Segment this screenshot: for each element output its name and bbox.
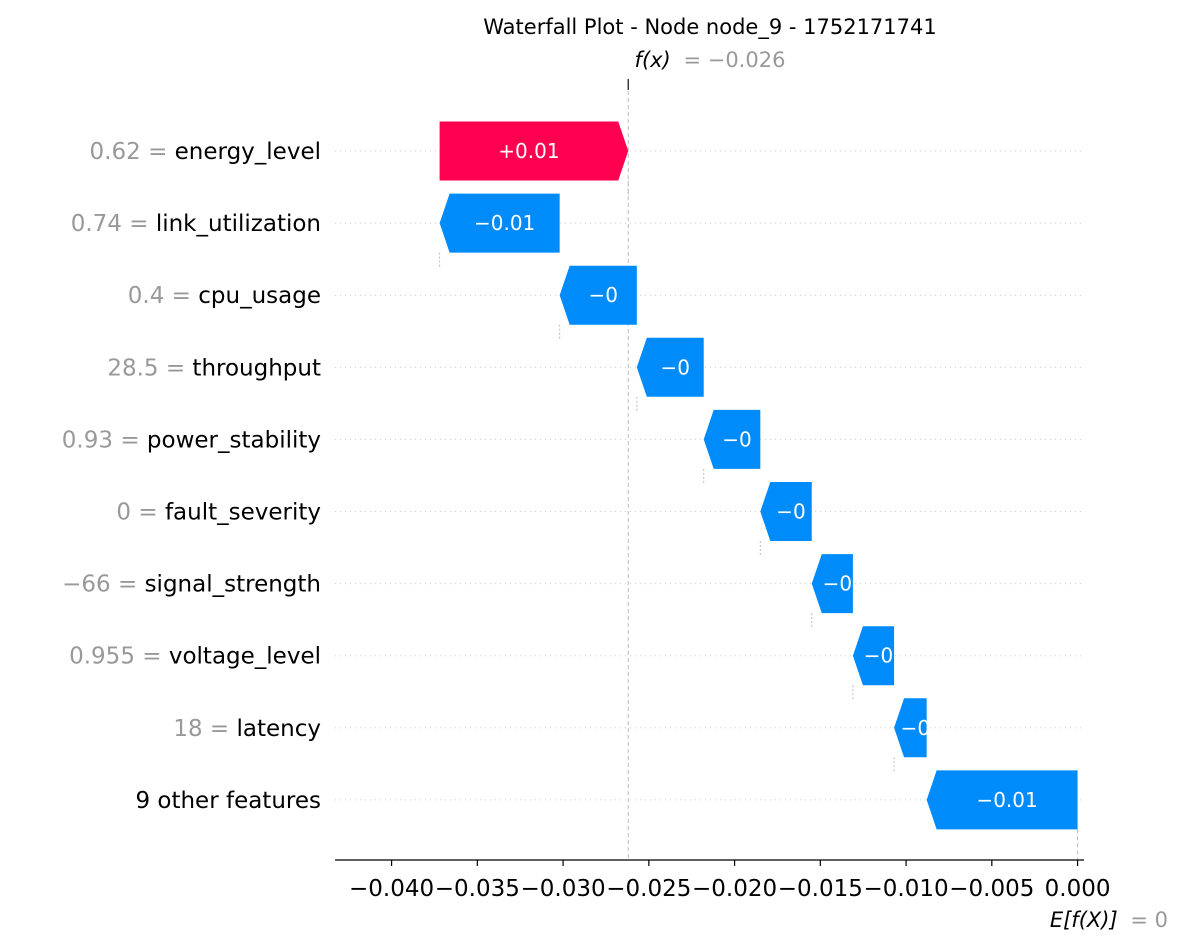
feature-name: throughput — [192, 355, 321, 381]
x-tick-label: −0.005 — [949, 876, 1034, 902]
base-annotation: E[f(X)] = 0 — [1050, 908, 1168, 932]
feature-value: 0.4 = — [128, 283, 198, 309]
bar-value-label: +0.01 — [498, 139, 559, 163]
waterfall-bar — [894, 698, 927, 758]
feature-label: 0.74 = link_utilization — [71, 211, 321, 237]
row-gridlines — [335, 150, 1081, 801]
bar-value-label: −0.01 — [474, 211, 535, 235]
x-tick-label: −0.040 — [349, 876, 434, 902]
bar-value-label: −0 — [589, 283, 618, 307]
feature-name: cpu_usage — [198, 283, 321, 309]
waterfall-bar — [559, 265, 637, 325]
feature-name: latency — [237, 716, 322, 742]
x-tick-label: −0.015 — [778, 876, 863, 902]
feature-label: −66 = signal_strength — [62, 572, 321, 598]
feature-name: voltage_level — [169, 644, 321, 670]
bar-value-label: −0 — [901, 716, 930, 740]
feature-label: 0 = fault_severity — [116, 500, 321, 526]
x-tick-label: −0.030 — [521, 876, 606, 902]
feature-label: 0.955 = voltage_level — [69, 644, 321, 670]
x-tick-label: −0.025 — [606, 876, 691, 902]
feature-value: −66 = — [62, 572, 144, 598]
x-tick-label: −0.010 — [864, 876, 949, 902]
feature-name: link_utilization — [156, 211, 321, 237]
waterfall-bar — [926, 770, 1078, 830]
waterfall-bar — [703, 409, 761, 469]
bar-value-label: −0.01 — [976, 788, 1037, 812]
waterfall-bar — [636, 337, 704, 397]
feature-value: 0.955 = — [69, 644, 169, 670]
waterfall-bar — [760, 482, 812, 541]
feature-name: fault_severity — [165, 500, 321, 526]
fx-value: = −0.026 — [683, 48, 785, 72]
feature-label: 0.62 = energy_level — [90, 139, 321, 165]
bar-value-label: −0 — [864, 644, 893, 668]
bar-value-label: −0 — [823, 572, 852, 596]
feature-label: 0.93 = power_stability — [62, 427, 321, 453]
waterfall-bar — [811, 554, 853, 614]
svg-text:f(x) = −0.026: f(x) = −0.026 — [635, 48, 786, 72]
feature-labels: 0.62 = energy_level 0.74 = link_utilizati… — [62, 139, 321, 814]
x-tick-label: −0.035 — [435, 876, 520, 902]
feature-value: 0.62 = — [90, 139, 175, 165]
x-axis: −0.040 −0.035 −0.030 −0.025 −0.020 −0.015 −0.0… — [335, 859, 1111, 902]
feature-name: energy_level — [175, 139, 321, 165]
waterfall-bar — [439, 193, 560, 253]
fx-annotation: f(x) = −0.026 — [635, 48, 786, 72]
feature-label: 0.4 = cpu_usage — [128, 283, 321, 309]
feature-value: 0 = — [116, 500, 165, 526]
feature-value: 18 = — [173, 716, 236, 742]
feature-value: 0.93 = — [62, 427, 147, 453]
feature-name: 9 other features — [135, 788, 321, 814]
bar-value-label: −0 — [661, 355, 690, 379]
x-tick-label: −0.020 — [692, 876, 777, 902]
chart-title: Waterfall Plot - Node node_9 - 175217174… — [483, 15, 936, 40]
bar-value-label: −0 — [722, 427, 751, 451]
waterfall-bar — [852, 626, 895, 686]
feature-label: 28.5 = throughput — [107, 355, 321, 381]
feature-name: signal_strength — [145, 572, 321, 598]
reference-lines — [627, 79, 1079, 860]
fx-label: f(x) — [635, 48, 671, 72]
bars: +0.01 −0.01 −0 −0 −0 −0 −0 −0 −0 −0.01 — [439, 121, 1078, 830]
feature-name: power_stability — [147, 427, 321, 453]
feature-label: 9 other features — [135, 788, 321, 814]
bar-value-label: −0 — [776, 500, 805, 524]
base-label: E[f(X)] — [1050, 908, 1118, 932]
feature-value: 0.74 = — [71, 211, 156, 237]
feature-label: 18 = latency — [173, 716, 321, 742]
waterfall-bar — [439, 121, 629, 181]
svg-text:E[f(X)] = 0: E[f(X)] = 0 — [1050, 908, 1168, 932]
feature-value: 28.5 = — [107, 355, 192, 381]
base-value: = 0 — [1130, 908, 1168, 932]
x-tick-label: 0.000 — [1045, 876, 1111, 902]
